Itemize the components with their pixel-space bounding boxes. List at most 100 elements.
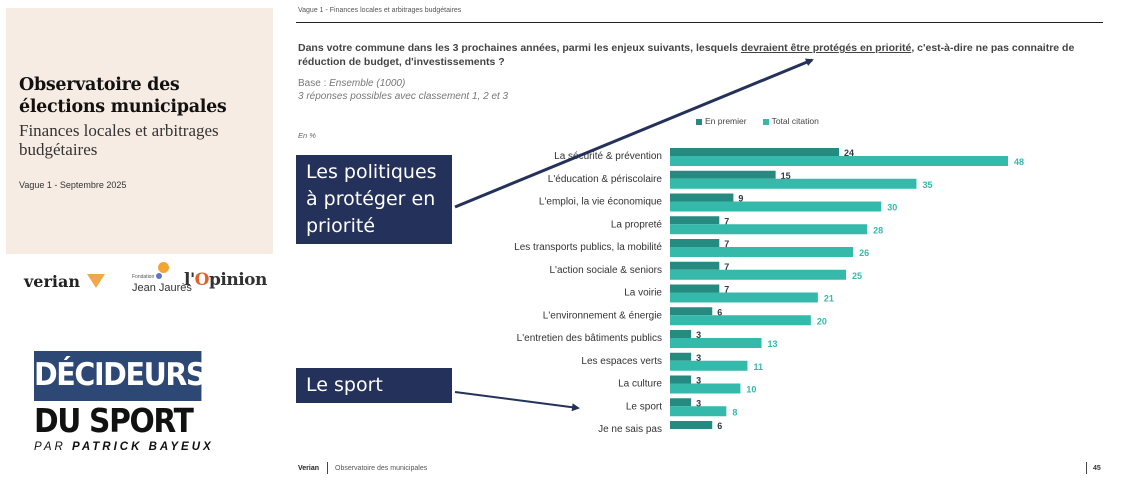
category-label: L'entretien des bâtiments publics [517,333,662,344]
base-value: Ensemble (1000) [329,78,406,89]
responses-note: 3 réponses possibles avec classement 1, … [298,91,509,102]
ds-byline: PAR PATRICK BAYEUX [34,441,216,453]
category-label: Le sport [626,401,662,412]
category-label: L'action sociale & seniors [549,265,662,276]
value-label-en-premier: 3 [696,330,701,340]
value-label-total-citation: 11 [753,362,763,372]
bar-total-citation [670,292,818,303]
bar-en-premier [670,330,692,338]
bar-en-premier [670,352,692,361]
category-label: La sécurité & prévention [554,151,662,162]
ds-line2: DU SPORT [34,401,194,440]
jj-orange-dot-icon [158,262,169,273]
footer-brand: Verian [298,465,320,472]
bar-total-citation [670,360,748,371]
category-label: La propreté [611,219,663,230]
value-label-total-citation: 20 [817,316,827,326]
value-label-en-premier: 3 [696,353,701,363]
category-label: La culture [618,379,662,390]
question-pre: Dans votre commune dans les 3 prochaines… [298,42,741,54]
value-label-total-citation: 48 [1014,157,1024,167]
bar-en-premier [670,284,720,293]
unit-label: En % [298,131,316,140]
ds-by-prefix: PAR [34,441,66,453]
bar-en-premier [670,216,720,225]
header-divider [296,22,1103,23]
value-label-total-citation: 28 [873,225,883,235]
category-label: L'éducation & périscolaire [548,174,663,185]
partner-logos: verian Fondation Jean Jaurès l'Opinion [22,258,272,298]
opinion-rest: pinion [208,270,267,290]
bar-total-citation [670,247,854,257]
verian-logo: verian [24,272,80,291]
value-label-en-premier: 7 [724,239,729,249]
value-label-total-citation: 35 [922,180,932,190]
bar-total-citation [670,224,868,235]
slide-header: Vague 1 - Finances locales et arbitrages… [298,7,462,14]
category-label: Les transports publics, la mobilité [514,242,662,253]
ds-by-name: PATRICK BAYEUX [72,441,214,453]
bar-en-premier [670,239,720,247]
survey-question: Dans votre commune dans les 3 prochaines… [298,41,1108,69]
verian-triangle-icon [87,274,105,288]
cover-panel: Observatoire des élections municipales F… [6,8,273,254]
value-label-en-premier: 6 [717,307,722,317]
base-label: Base : [298,78,330,89]
bar-en-premier [670,375,692,384]
bar-en-premier [670,421,713,429]
value-label-total-citation: 13 [768,339,778,349]
category-label: Je ne sais pas [598,424,662,435]
legend-item-first: En premier [696,116,747,126]
value-label-en-premier: 7 [724,262,729,272]
bar-en-premier [670,307,713,316]
category-label: L'environnement & énergie [543,310,663,321]
bar-total-citation [670,178,917,189]
value-label-en-premier: 15 [781,171,791,181]
value-label-en-premier: 3 [696,376,701,386]
bar-en-premier [670,261,720,270]
question-post: , c'est-à-dire ne pas connaitre de réduc… [298,42,1075,68]
value-label-en-premier: 9 [738,194,743,204]
value-label-en-premier: 24 [844,148,854,158]
category-label: La voirie [624,288,662,299]
question-underlined: devraient être protégés en priorité [740,42,912,54]
legend-label-first: En premier [705,116,747,126]
jj-blue-dot-icon [156,273,162,279]
bar-total-citation [670,156,1008,166]
base-info: Base : Ensemble (1000) 3 réponses possib… [298,77,508,103]
jean-jaures-logo: Fondation Jean Jaurès [132,262,192,298]
value-label-total-citation: 8 [732,407,737,417]
footer-text: Observatoire des municipales [335,465,428,472]
jj-name-text: Jean Jaurès [132,282,192,294]
opinion-logo: l'Opinion [184,270,267,290]
cover-subtitle: Finances locales et arbitrages budgétair… [19,121,219,159]
callout-sport: Le sport [296,368,452,403]
category-label: L'emploi, la vie économique [539,197,663,208]
decideurs-du-sport-logo: DÉCIDEURS DU SPORT PAR PATRICK BAYEUX [34,351,216,453]
bar-en-premier [670,398,692,407]
policies-arrow [454,58,814,209]
legend-label-total: Total citation [771,116,819,126]
page-number: 45 [1093,465,1101,472]
category-label: Les espaces verts [581,356,662,367]
value-label-total-citation: 10 [746,385,756,395]
bar-en-premier [670,193,734,202]
bar-total-citation [670,406,727,417]
value-label-total-citation: 26 [859,248,869,258]
cover-wave: Vague 1 - Septembre 2025 [19,180,127,190]
bar-total-citation [670,269,847,280]
value-label-en-premier: 6 [717,421,722,431]
chart-legend: En premier Total citation [696,116,819,126]
bar-total-citation [670,201,882,212]
opinion-prefix: l' [184,270,195,290]
opinion-o: O [194,270,210,290]
bar-total-citation [670,338,762,348]
jj-fondation-text: Fondation [132,274,155,280]
value-label-en-premier: 7 [724,285,729,295]
bar-total-citation [670,383,741,394]
callout-policies: Les politiques à protéger en priorité [296,155,452,244]
bar-total-citation [670,315,811,326]
footer-separator [327,462,328,474]
cover-title: Observatoire des élections municipales [19,75,227,117]
